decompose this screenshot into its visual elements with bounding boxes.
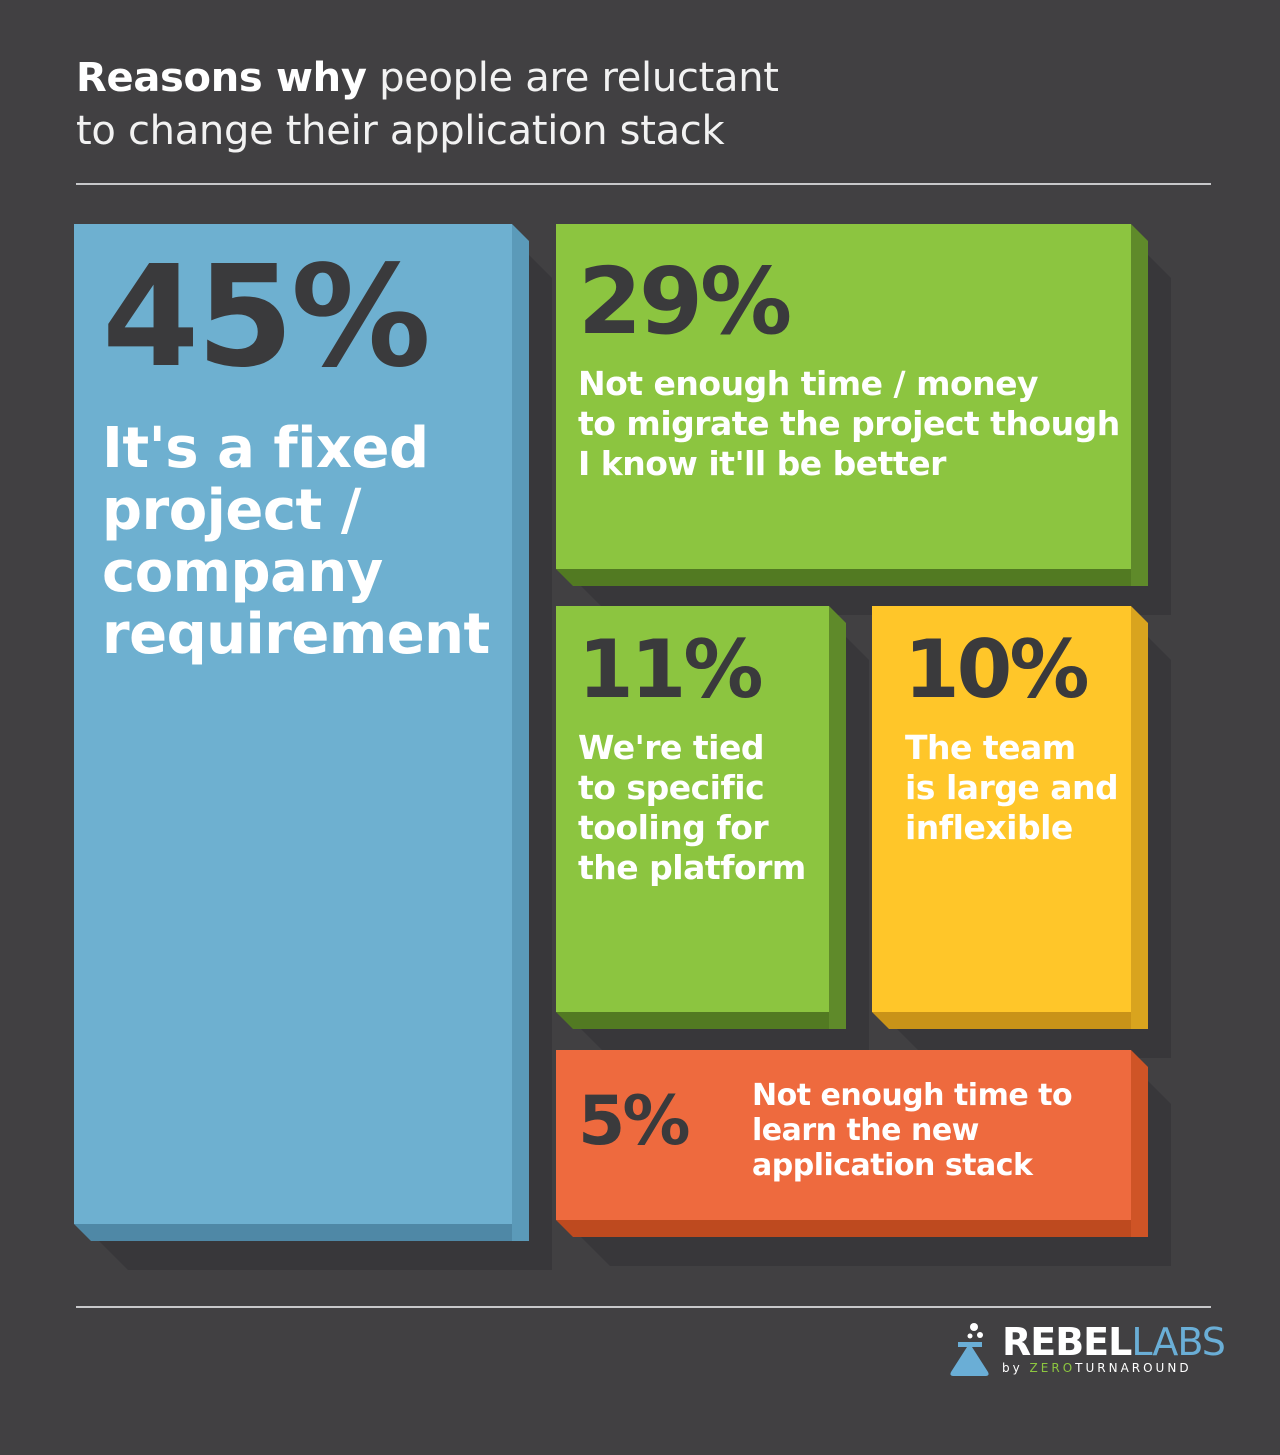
- reason-description: The team is large and inflexible: [905, 728, 1119, 847]
- tile-side-bevel: [1131, 606, 1148, 1029]
- percent-label: 11%: [578, 623, 763, 716]
- title-bold: Reasons why: [76, 55, 367, 101]
- tile-side-bevel: [512, 224, 529, 1241]
- logo-labs: LABS: [1131, 1320, 1226, 1364]
- bottom-divider: [76, 1306, 1211, 1308]
- tile-side-bevel: [1131, 224, 1148, 586]
- logo-rebel: REBEL: [1002, 1320, 1132, 1364]
- tile-45-percent: 45% It's a fixed project / company requir…: [74, 224, 512, 1224]
- tile-face: 5% Not enough time to learn the new appli…: [556, 1050, 1131, 1220]
- tile-10-percent: 10% The team is large and inflexible: [872, 606, 1131, 1012]
- top-divider: [76, 183, 1211, 185]
- reason-description: Not enough time to learn the new applica…: [752, 1078, 1073, 1183]
- tile-side-bevel: [829, 606, 846, 1029]
- logo-byline: by ZEROTURNAROUND: [1002, 1361, 1192, 1375]
- tile-bottom-bevel: [556, 1220, 1131, 1237]
- percent-label: 45%: [102, 236, 431, 399]
- reason-description: We're tied to specific tooling for the p…: [578, 728, 806, 887]
- tile-29-percent: 29% Not enough time / money to migrate th…: [556, 224, 1131, 569]
- tile-face: 29% Not enough time / money to migrate th…: [556, 224, 1131, 569]
- logo-by: by: [1002, 1361, 1023, 1375]
- title-regular-line2: to change their application stack: [76, 108, 725, 154]
- reason-description: It's a fixed project / company requireme…: [102, 416, 490, 667]
- percent-label: 29%: [578, 248, 792, 355]
- logo-turnaround: TURNAROUND: [1075, 1361, 1192, 1375]
- tile-bottom-bevel: [556, 569, 1131, 586]
- tile-face: 11% We're tied to specific tooling for th…: [556, 606, 829, 1012]
- tile-11-percent: 11% We're tied to specific tooling for th…: [556, 606, 829, 1012]
- percent-label: 5%: [578, 1082, 690, 1161]
- logo-wordmark: REBELLABS: [1002, 1320, 1226, 1364]
- tile-bottom-bevel: [556, 1012, 829, 1029]
- reason-description: Not enough time / money to migrate the p…: [578, 364, 1120, 483]
- tile-bottom-bevel: [74, 1224, 512, 1241]
- logo-zero: ZERO: [1029, 1361, 1076, 1375]
- tile-5-percent: 5% Not enough time to learn the new appli…: [556, 1050, 1131, 1220]
- tile-face: 10% The team is large and inflexible: [872, 606, 1131, 1012]
- chart-title: Reasons why people are reluctant to chan…: [76, 52, 1076, 158]
- rebellabs-logo: REBELLABS by ZEROTURNAROUND: [944, 1322, 1226, 1377]
- title-regular-line1: people are reluctant: [379, 55, 779, 101]
- tile-side-bevel: [1131, 1050, 1148, 1237]
- tile-face: 45% It's a fixed project / company requir…: [74, 224, 512, 1224]
- tile-bottom-bevel: [872, 1012, 1131, 1029]
- percent-label: 10%: [904, 623, 1089, 716]
- flask-icon: [950, 1323, 989, 1376]
